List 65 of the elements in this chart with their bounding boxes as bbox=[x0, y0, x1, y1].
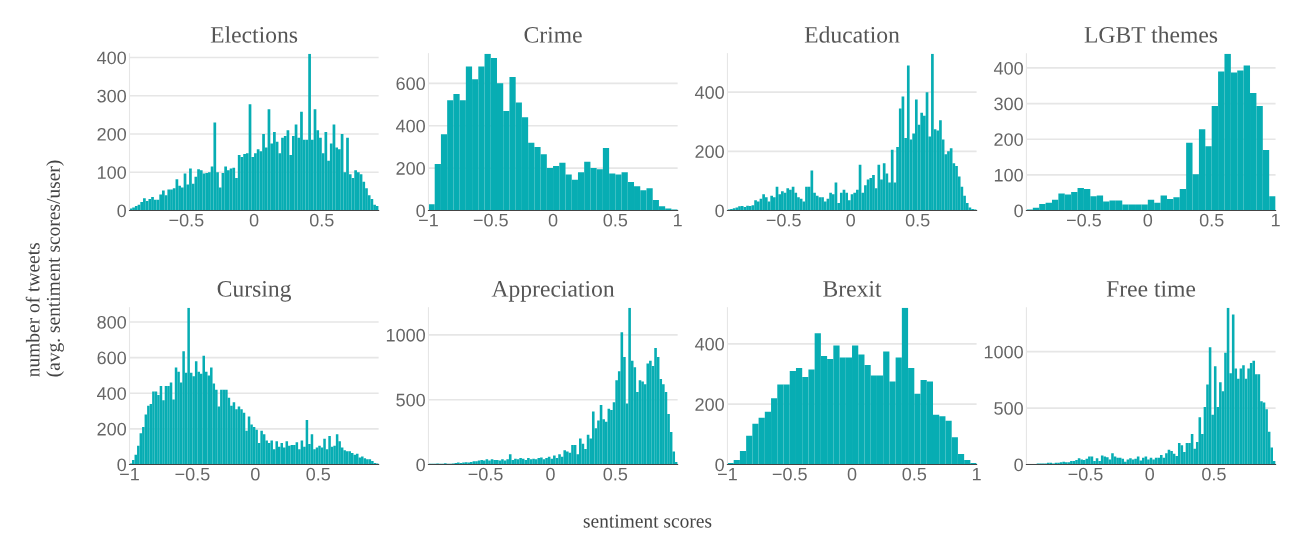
x-tick-label: 0 bbox=[249, 213, 259, 227]
y-tick-label: 100 bbox=[97, 166, 127, 179]
y-tick-label: 800 bbox=[97, 315, 127, 329]
y-tick-label: 400 bbox=[694, 86, 724, 99]
chart-title: Cursing bbox=[217, 280, 292, 302]
x-tick-label: 0.5 bbox=[306, 467, 331, 481]
x-tick-label: −0.5 bbox=[1068, 467, 1103, 481]
y-tick-label: 200 bbox=[994, 133, 1023, 146]
x-tick-label: 0 bbox=[251, 467, 260, 481]
x-tick-label: −0.5 bbox=[473, 213, 508, 227]
x-tick-label: 0.5 bbox=[1202, 467, 1226, 481]
y-tick-label: 400 bbox=[97, 387, 127, 400]
y-tick-label: 400 bbox=[395, 119, 425, 133]
y-tick-label: 500 bbox=[396, 393, 425, 407]
x-tick-label: 0 bbox=[1145, 467, 1155, 481]
y-tick-label: 500 bbox=[994, 402, 1023, 415]
y-tick-label: 400 bbox=[694, 337, 724, 351]
text: number of tweets (avg. sentiment scores/user) bbox=[25, 160, 64, 377]
x-tick-label: 0 bbox=[1143, 213, 1153, 227]
y-tick-label: 1000 bbox=[984, 345, 1023, 359]
y-tick-label: 300 bbox=[97, 89, 127, 103]
chart-title: Brexit bbox=[823, 280, 882, 297]
x-tick-label: 0.5 bbox=[309, 213, 334, 227]
chart-title: Free time bbox=[1106, 280, 1196, 297]
y-tick-label: 600 bbox=[396, 77, 425, 91]
x-tick-label: 0 bbox=[548, 213, 558, 227]
y-tick-label: 1000 bbox=[386, 328, 425, 342]
x-tick-label: 0.5 bbox=[1199, 213, 1224, 227]
chart-title: Appreciation bbox=[491, 280, 615, 302]
y-tick-label: 200 bbox=[695, 145, 724, 159]
text: sentiment scores bbox=[583, 514, 712, 528]
x-tick-label: −0.5 bbox=[175, 467, 210, 481]
x-tick-label: 0.5 bbox=[603, 213, 628, 227]
x-tick-label: 0.5 bbox=[603, 467, 628, 481]
x-tick-label: −0.5 bbox=[772, 467, 807, 481]
y-tick-label: 0 bbox=[117, 204, 127, 218]
x-tick-label: 0.5 bbox=[902, 467, 927, 481]
y-tick-label: 400 bbox=[993, 61, 1023, 75]
y-tick-label: 0 bbox=[416, 458, 425, 472]
y-tick-label: 200 bbox=[396, 162, 425, 175]
x-tick-label: 0 bbox=[847, 467, 857, 481]
y-tick-label: 0 bbox=[1014, 458, 1023, 472]
x-tick-label: 1 bbox=[1271, 213, 1280, 227]
y-tick-label: 0 bbox=[715, 204, 724, 218]
y-tick-label: 600 bbox=[97, 351, 127, 365]
chart-title: Elections bbox=[210, 26, 298, 43]
chart-title: Education bbox=[804, 26, 900, 43]
y-tick-label: 0 bbox=[1014, 204, 1023, 218]
x-tick-label: −0.5 bbox=[1066, 213, 1101, 227]
chart-title: LGBT themes bbox=[1084, 26, 1218, 43]
x-tick-label: −0.5 bbox=[169, 213, 204, 227]
y-tick-label: 300 bbox=[994, 97, 1023, 111]
x-tick-label: 1 bbox=[673, 213, 682, 227]
x-tick-label: −0.5 bbox=[468, 467, 503, 481]
y-tick-label: 200 bbox=[97, 422, 127, 436]
x-tick-label: 0 bbox=[846, 213, 855, 227]
y-tick-label: 100 bbox=[994, 168, 1023, 182]
x-tick-label: 0.5 bbox=[905, 213, 930, 227]
y-tick-label: 200 bbox=[97, 127, 127, 141]
chart-title: Crime bbox=[524, 26, 582, 43]
x-tick-label: 1 bbox=[972, 467, 981, 481]
y-tick-label: 400 bbox=[97, 51, 127, 65]
y-tick-label: 200 bbox=[695, 398, 724, 411]
x-tick-label: 0 bbox=[546, 467, 555, 481]
x-tick-label: −0.5 bbox=[766, 213, 801, 227]
